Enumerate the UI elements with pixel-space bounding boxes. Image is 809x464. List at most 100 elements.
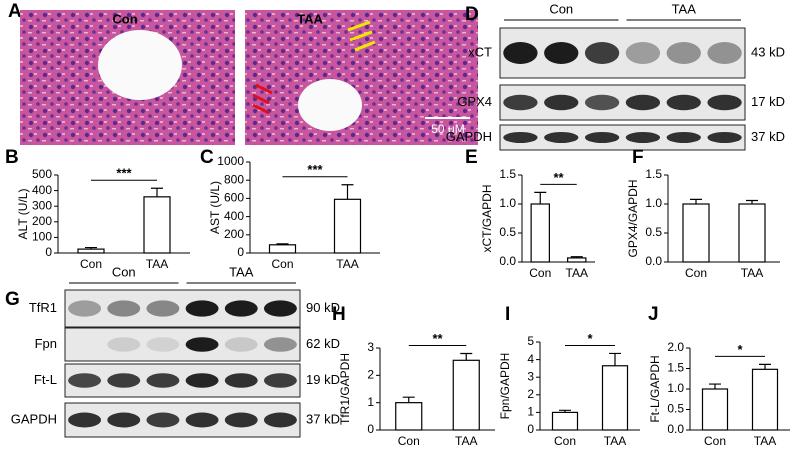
error-bar	[151, 187, 163, 197]
y-axis-label: xCT/GAPDH	[480, 184, 494, 252]
row-label: GAPDH	[446, 129, 492, 144]
x-tick-label: TAA	[566, 266, 588, 280]
y-tick-label: 3	[367, 340, 374, 354]
vessel	[298, 79, 362, 131]
error-bar	[341, 184, 354, 200]
y-tick-label: 1	[367, 395, 374, 409]
size-label: 37 kD	[751, 129, 785, 144]
y-tick-label: 400	[32, 183, 52, 197]
y-tick-label: 1.0	[499, 196, 516, 210]
band	[666, 94, 701, 111]
band	[146, 412, 180, 428]
bar	[701, 388, 729, 431]
band	[707, 94, 742, 111]
row-label: GAPDH	[11, 411, 57, 426]
band	[185, 412, 219, 428]
y-tick-label: 0.5	[499, 225, 516, 239]
row-label: GPX4	[457, 94, 492, 109]
bar	[551, 411, 579, 431]
row-label: TfR1	[29, 300, 57, 315]
error-bar	[559, 409, 571, 413]
y-tick-label: 100	[32, 230, 52, 244]
blot-strip	[64, 289, 301, 328]
panel-letter: D	[465, 4, 479, 25]
band	[185, 300, 219, 317]
blot-strip	[64, 327, 301, 362]
band	[544, 42, 579, 64]
band	[503, 94, 538, 111]
x-tick-label: Con	[398, 434, 420, 448]
band	[185, 373, 219, 388]
x-tick-label: TAA	[754, 434, 776, 448]
x-tick-label: Con	[529, 266, 551, 280]
y-tick-label: 0	[527, 422, 534, 436]
band	[146, 300, 180, 317]
size-label: 62 kD	[306, 336, 340, 351]
arrows	[347, 20, 376, 52]
x-tick-label: Con	[685, 266, 707, 280]
band	[666, 132, 701, 143]
bar	[530, 203, 550, 263]
row-label: Fpn	[35, 336, 57, 351]
y-axis-label: GPX4/GAPDH	[626, 179, 640, 257]
size-label: 43 kD	[751, 44, 785, 59]
panel-letter: C	[200, 147, 214, 168]
group-label: TAA	[229, 264, 254, 279]
image-label: TAA	[297, 11, 323, 26]
arrows	[252, 83, 273, 115]
x-tick-label: Con	[554, 434, 576, 448]
band	[544, 132, 579, 143]
panel-letter: F	[632, 147, 644, 168]
bar	[77, 248, 105, 254]
bar	[751, 368, 779, 431]
panel-letter: E	[465, 147, 478, 168]
band	[625, 94, 661, 111]
error-bar	[609, 352, 621, 366]
panel-letter: A	[8, 1, 22, 22]
band	[544, 94, 579, 111]
band	[707, 42, 742, 64]
band	[263, 373, 297, 388]
band	[625, 42, 661, 64]
y-tick-label: 4	[527, 352, 534, 366]
band	[584, 132, 620, 143]
significance-label: **	[432, 331, 443, 346]
blot-strip	[499, 27, 746, 79]
y-tick-label: 0.0	[499, 254, 516, 268]
y-tick-label: 5	[527, 334, 534, 348]
y-tick-label: 2	[527, 387, 534, 401]
row-label: xCT	[468, 44, 492, 59]
band	[224, 337, 258, 352]
y-tick-label: 1.5	[645, 167, 662, 181]
y-axis-label: Fpn/GAPDH	[498, 353, 512, 420]
error-bar	[570, 256, 583, 258]
blot-strip	[499, 124, 746, 151]
band	[224, 300, 258, 317]
band	[263, 300, 297, 317]
y-tick-label: 600	[224, 191, 244, 205]
y-tick-label: 500	[32, 167, 52, 181]
y-tick-label: 0.5	[667, 402, 684, 416]
size-label: 37 kD	[306, 411, 340, 426]
y-tick-label: 1000	[217, 154, 244, 168]
bar	[333, 198, 362, 254]
band	[68, 412, 102, 428]
y-tick-label: 300	[32, 198, 52, 212]
band	[107, 300, 141, 317]
y-tick-label: 800	[224, 172, 244, 186]
bar	[268, 244, 297, 254]
blot-strip	[64, 363, 301, 398]
size-label: 19 kD	[306, 372, 340, 387]
bar	[738, 203, 766, 263]
bar	[682, 203, 710, 263]
group-label: Con	[549, 1, 573, 16]
error-bar	[460, 352, 473, 361]
error-bar	[690, 198, 702, 204]
bar	[567, 257, 587, 263]
band	[224, 373, 258, 388]
bar	[143, 196, 171, 254]
band	[503, 132, 538, 143]
band	[107, 373, 141, 388]
x-tick-label: TAA	[455, 434, 477, 448]
